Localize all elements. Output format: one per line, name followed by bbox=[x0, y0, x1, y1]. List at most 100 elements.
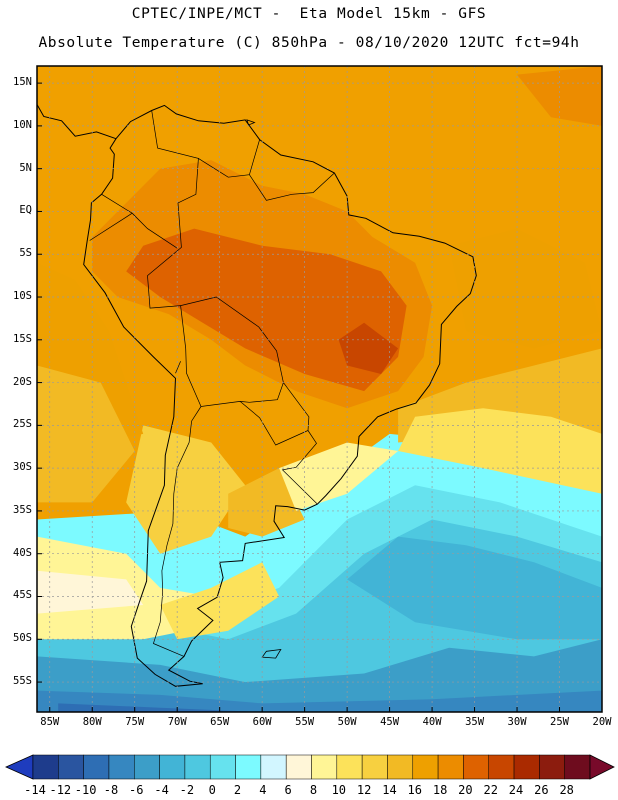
colorbar-swatch bbox=[235, 754, 262, 780]
country-border bbox=[180, 296, 284, 407]
colorbar-swatch bbox=[488, 754, 515, 780]
colorbar-label: 28 bbox=[559, 783, 574, 797]
longitude-label: 45W bbox=[380, 716, 400, 728]
colorbar-label: 26 bbox=[534, 783, 549, 797]
country-border bbox=[152, 406, 202, 657]
longitude-label: 50W bbox=[337, 716, 357, 728]
colorbar-swatch bbox=[83, 754, 110, 780]
colorbar-swatch bbox=[437, 754, 464, 780]
longitude-label: 25W bbox=[550, 716, 569, 728]
field-region bbox=[517, 66, 602, 126]
colorbar-label: -2 bbox=[179, 783, 195, 797]
colorbar-swatch bbox=[336, 754, 363, 780]
latitude-label: 45S bbox=[13, 589, 32, 602]
longitude-label: 35W bbox=[465, 716, 485, 728]
colorbar-swatch bbox=[209, 754, 236, 780]
latitude-label: 10S bbox=[13, 290, 32, 303]
colorbar-swatch bbox=[108, 754, 135, 780]
colorbar-label: 6 bbox=[284, 783, 292, 797]
longitude-label: 60W bbox=[252, 716, 272, 728]
colorbar-label: 0 bbox=[208, 783, 216, 797]
colorbar-swatch bbox=[412, 754, 439, 780]
longitude-label: 65W bbox=[210, 716, 230, 728]
field-region bbox=[279, 442, 399, 511]
field-region bbox=[338, 322, 399, 374]
latitude-label: 15N bbox=[13, 76, 32, 89]
latitude-label: 40S bbox=[13, 546, 32, 559]
longitude-label: 30W bbox=[507, 716, 527, 728]
central-america-coastline bbox=[37, 104, 117, 140]
title-line-1: CPTEC/INPE/MCT - Eta Model 15km - GFS bbox=[131, 6, 487, 22]
latitude-label: 35S bbox=[13, 503, 32, 516]
map-frame bbox=[36, 65, 603, 713]
latitude-label: 25S bbox=[13, 418, 32, 431]
field-region bbox=[37, 570, 144, 614]
colorbar-label: 4 bbox=[259, 783, 267, 797]
colorbar-swatch bbox=[513, 754, 540, 780]
colorbar-label: 2 bbox=[233, 783, 242, 797]
field-region bbox=[58, 703, 263, 712]
colorbar-swatch bbox=[564, 754, 591, 780]
country-border bbox=[175, 361, 181, 374]
field-region bbox=[37, 639, 602, 712]
colorbar-label: 10 bbox=[331, 783, 347, 797]
colorbar-label: -10 bbox=[74, 783, 97, 797]
colorbar-label: 24 bbox=[508, 783, 524, 797]
country-border bbox=[147, 110, 199, 349]
island-outline bbox=[261, 649, 282, 659]
colorbar-swatch bbox=[32, 754, 59, 780]
latitude-label: 5S bbox=[19, 247, 32, 260]
longitude-label: 70W bbox=[167, 716, 187, 728]
colorbar-swatch bbox=[58, 754, 84, 780]
colorbar-swatch bbox=[463, 754, 489, 780]
colorbar-label: -4 bbox=[154, 783, 169, 797]
country-border bbox=[281, 430, 318, 505]
colorbar-label: -14 bbox=[24, 783, 46, 797]
colorbar-over-arrow bbox=[589, 754, 615, 780]
colorbar-under-arrow bbox=[5, 754, 34, 780]
country-border bbox=[249, 172, 335, 201]
country-border bbox=[101, 194, 178, 249]
latitude-label: EQ bbox=[19, 204, 32, 217]
colorbar-swatch bbox=[159, 754, 186, 780]
latitude-label: 55S bbox=[13, 675, 32, 688]
latitude-label: 5N bbox=[19, 161, 32, 174]
island-outline bbox=[246, 119, 256, 126]
colorbar-swatch bbox=[285, 754, 312, 780]
coastline-borders bbox=[37, 104, 477, 687]
colorbar-swatch bbox=[134, 754, 160, 780]
longitude-label: 20W bbox=[592, 716, 612, 728]
colorbar bbox=[5, 754, 615, 780]
longitude-label: 55W bbox=[295, 716, 315, 728]
colorbar-label: 20 bbox=[458, 783, 473, 797]
colorbar-label: 16 bbox=[407, 783, 422, 797]
latitude-label: 10N bbox=[13, 118, 32, 131]
field-region bbox=[126, 425, 246, 554]
latitude-label: 50S bbox=[13, 632, 32, 645]
colorbar-label: 12 bbox=[356, 783, 372, 797]
field-region bbox=[37, 690, 602, 712]
latitude-label: 30S bbox=[13, 461, 32, 474]
longitude-label: 85W bbox=[40, 716, 60, 728]
latitude-label: 20S bbox=[13, 375, 32, 388]
colorbar-swatch bbox=[184, 754, 211, 780]
temperature-field bbox=[37, 66, 602, 712]
country-border bbox=[198, 139, 260, 178]
field-region bbox=[449, 228, 602, 349]
field-region bbox=[398, 408, 602, 494]
colorbar-swatch bbox=[387, 754, 414, 780]
colorbar-label: 22 bbox=[483, 783, 498, 797]
longitude-label: 80W bbox=[82, 716, 102, 728]
colorbar-label: 8 bbox=[309, 783, 318, 797]
south-america-coastline bbox=[83, 104, 477, 687]
colorbar-label: -8 bbox=[103, 783, 119, 797]
latitude-label: 15S bbox=[13, 332, 32, 345]
country-border bbox=[89, 212, 133, 241]
field-region bbox=[126, 228, 407, 392]
title-line-2: Absolute Temperature (C) 850hPa - 08/10/… bbox=[38, 35, 580, 51]
colorbar-swatch bbox=[260, 754, 287, 780]
colorbar-swatch bbox=[539, 754, 565, 780]
field-region bbox=[37, 365, 135, 503]
colorbar-label: -12 bbox=[49, 783, 72, 797]
field-region bbox=[228, 468, 305, 537]
